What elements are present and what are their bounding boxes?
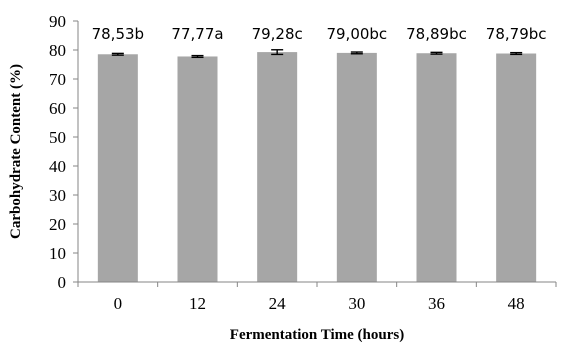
data-labels: 78,53b 77,77a 79,28c 79,00bc 78,89bc 78,79bc [92,25,547,43]
x-tick-label: 48 [508,294,525,313]
data-label: 79,28c [252,25,303,43]
bar [496,53,537,282]
y-tick-label: 90 [49,12,66,31]
x-tick-label: 30 [348,294,365,313]
y-tick-label: 50 [49,128,66,147]
data-label: 78,89bc [406,25,467,43]
error-bar [191,54,204,59]
x-axis-ticks: 0 12 24 30 36 48 [77,282,557,313]
y-axis-ticks: 0 10 20 30 40 50 60 70 80 90 [49,12,78,292]
bar [257,52,298,283]
error-bar [271,49,284,56]
y-axis-title: Carbohydrate Content (%) [8,64,24,239]
error-bar [350,51,363,55]
data-label: 78,79bc [486,25,547,43]
y-tick-label: 60 [49,99,66,118]
x-axis-title: Fermentation Time (hours) [230,327,404,343]
error-bar [111,52,124,56]
x-tick-label: 24 [269,294,287,313]
x-tick-label: 12 [189,294,206,313]
y-tick-label: 30 [49,186,66,205]
y-tick-label: 40 [49,157,66,176]
data-label: 79,00bc [326,25,387,43]
x-tick-label: 0 [114,294,123,313]
bar [177,56,218,283]
x-tick-label: 36 [428,294,445,313]
y-tick-label: 0 [58,273,67,292]
y-tick-label: 20 [49,215,66,234]
data-label: 77,77a [171,25,223,43]
bars [97,52,537,283]
bar [416,53,457,283]
y-tick-label: 70 [49,70,66,89]
y-tick-label: 80 [49,41,66,60]
y-tick-label: 10 [49,244,66,263]
error-bars [111,49,523,59]
data-label: 78,53b [92,25,144,43]
error-bar [430,51,443,55]
bar [97,54,138,282]
error-bar [510,51,523,56]
bar [336,52,377,283]
